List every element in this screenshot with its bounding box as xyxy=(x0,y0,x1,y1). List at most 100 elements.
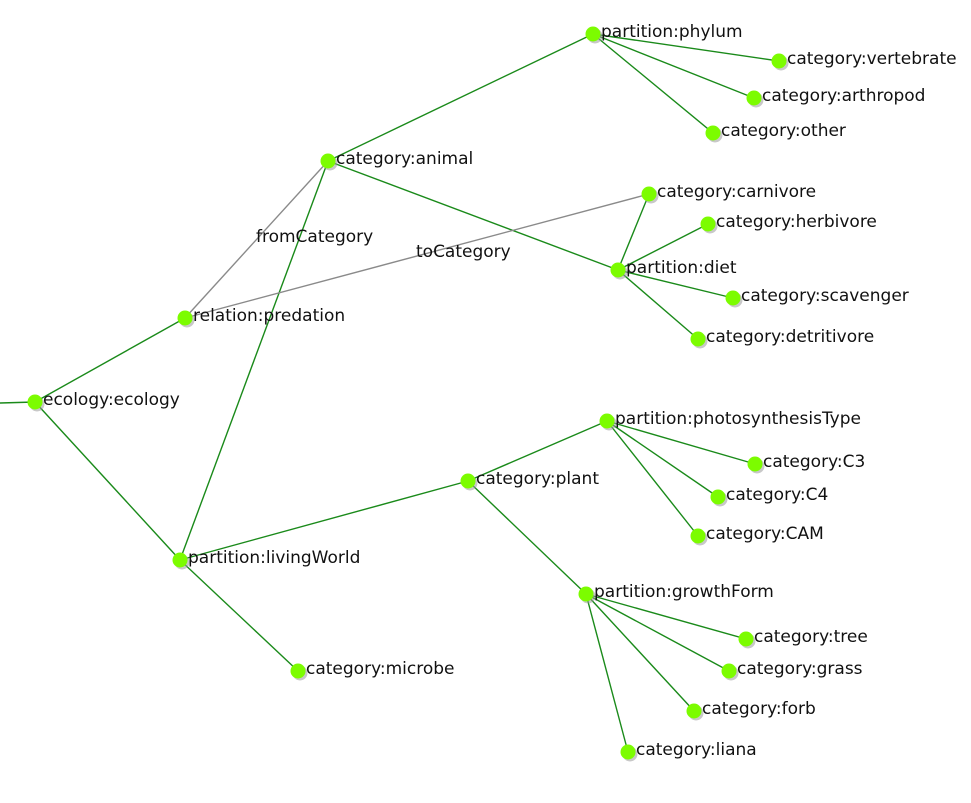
node-dot[interactable] xyxy=(700,216,716,232)
node-growthForm[interactable]: partition:growthForm xyxy=(578,582,774,604)
node-dot[interactable] xyxy=(460,473,476,489)
node-dot[interactable] xyxy=(710,489,726,505)
edge-growthForm-to-tree xyxy=(585,593,747,640)
node-dot[interactable] xyxy=(320,153,336,169)
node-tree[interactable]: category:tree xyxy=(738,627,868,649)
node-dot[interactable] xyxy=(725,290,741,306)
node-dot[interactable] xyxy=(578,586,594,602)
edge-predation-to-animal xyxy=(184,160,329,319)
node-plant[interactable]: category:plant xyxy=(460,469,600,491)
edge-growthForm-to-forb xyxy=(585,593,695,712)
node-dot[interactable] xyxy=(738,631,754,647)
node-animal[interactable]: category:animal xyxy=(320,149,474,171)
node-scavenger[interactable]: category:scavenger xyxy=(725,286,909,308)
edge-plant-to-photosynthesisType xyxy=(467,420,608,482)
edge-animal-to-diet xyxy=(327,160,619,271)
node-grass[interactable]: category:grass xyxy=(721,659,863,681)
node-diet[interactable]: partition:diet xyxy=(610,258,737,280)
node-label: category:vertebrate xyxy=(787,49,957,69)
node-label: category:microbe xyxy=(306,659,455,679)
edge-animal-to-phylum xyxy=(327,33,594,162)
node-microbe[interactable]: category:microbe xyxy=(290,659,455,681)
edge-label-toCategory: toCategory xyxy=(416,242,511,262)
node-label: category:CAM xyxy=(706,524,824,544)
edge-growthForm-to-liana xyxy=(585,593,629,753)
node-dot[interactable] xyxy=(705,125,721,141)
edge-labels-layer: fromCategory toCategory xyxy=(256,227,511,262)
node-other[interactable]: category:other xyxy=(705,121,846,143)
node-dot[interactable] xyxy=(747,456,763,472)
edge-livingWorld-to-plant xyxy=(179,480,469,561)
node-label: category:plant xyxy=(476,469,599,489)
node-dot[interactable] xyxy=(620,744,636,760)
edge-diet-to-detritivore xyxy=(617,269,699,340)
edge-predation-to-carnivore xyxy=(184,193,650,319)
node-dot[interactable] xyxy=(721,663,737,679)
node-c3[interactable]: category:C3 xyxy=(747,452,866,474)
node-dot[interactable] xyxy=(290,663,306,679)
node-livingWorld[interactable]: partition:livingWorld xyxy=(172,548,361,570)
node-label: category:grass xyxy=(737,659,863,679)
edge-phylum-to-arthropod xyxy=(592,33,755,99)
node-dot[interactable] xyxy=(599,413,615,429)
edge-diet-to-herbivore xyxy=(617,223,709,271)
node-dot[interactable] xyxy=(27,394,43,410)
node-dot[interactable] xyxy=(746,90,762,106)
node-dot[interactable] xyxy=(690,528,706,544)
edge-diet-to-scavenger xyxy=(617,269,734,299)
node-label: partition:livingWorld xyxy=(188,548,360,568)
node-photosynthesisType[interactable]: partition:photosynthesisType xyxy=(599,409,862,431)
node-label: category:liana xyxy=(636,740,757,760)
edge-photosynthesisType-to-c3 xyxy=(606,420,756,465)
node-dot[interactable] xyxy=(172,552,188,568)
edge-phylum-to-vertebrate xyxy=(592,33,780,62)
node-c4[interactable]: category:C4 xyxy=(710,485,829,507)
edge-ecology-to-predation xyxy=(34,317,186,403)
node-label: partition:growthForm xyxy=(594,582,774,602)
edge-label-fromCategory: fromCategory xyxy=(256,227,373,247)
node-vertebrate[interactable]: category:vertebrate xyxy=(771,49,957,71)
node-label: partition:phylum xyxy=(601,22,743,42)
edges-layer xyxy=(0,33,780,753)
node-dot[interactable] xyxy=(610,262,626,278)
nodes-layer: ecology:ecology relation:predation partiti… xyxy=(27,22,957,762)
node-liana[interactable]: category:liana xyxy=(620,740,757,762)
node-label: category:C3 xyxy=(763,452,865,472)
node-carnivore[interactable]: category:carnivore xyxy=(641,182,817,204)
node-label: category:herbivore xyxy=(716,212,877,232)
node-predation[interactable]: relation:predation xyxy=(177,306,346,328)
node-label: category:other xyxy=(721,121,846,141)
node-forb[interactable]: category:forb xyxy=(686,699,816,721)
node-herbivore[interactable]: category:herbivore xyxy=(700,212,877,234)
edge-growthForm-to-grass xyxy=(585,593,730,672)
edge-photosynthesisType-to-cam xyxy=(606,420,699,537)
edge-diet-to-carnivore xyxy=(617,193,650,271)
node-detritivore[interactable]: category:detritivore xyxy=(690,327,875,349)
node-dot[interactable] xyxy=(686,703,702,719)
node-dot[interactable] xyxy=(585,26,601,42)
node-ecology[interactable]: ecology:ecology xyxy=(27,390,180,412)
node-arthropod[interactable]: category:arthropod xyxy=(746,86,926,108)
node-label: category:carnivore xyxy=(657,182,816,202)
node-dot[interactable] xyxy=(771,53,787,69)
node-phylum[interactable]: partition:phylum xyxy=(585,22,743,44)
edge-livingWorld-to-microbe xyxy=(179,559,299,672)
node-cam[interactable]: category:CAM xyxy=(690,524,824,546)
node-label: category:scavenger xyxy=(741,286,909,306)
edge-photosynthesisType-to-c4 xyxy=(606,420,719,498)
node-label: relation:predation xyxy=(193,306,345,326)
node-label: category:C4 xyxy=(726,485,828,505)
node-label: partition:photosynthesisType xyxy=(615,409,861,429)
node-label: category:arthropod xyxy=(762,86,925,106)
node-dot[interactable] xyxy=(177,310,193,326)
node-label: category:forb xyxy=(702,699,816,719)
node-dot[interactable] xyxy=(641,186,657,202)
node-dot[interactable] xyxy=(690,331,706,347)
edge-livingWorld-to-animal xyxy=(179,160,329,561)
edge-phylum-to-other xyxy=(592,33,714,134)
node-label: partition:diet xyxy=(626,258,737,278)
edge-plant-to-growthForm xyxy=(467,480,587,595)
node-label: category:tree xyxy=(754,627,868,647)
node-label: ecology:ecology xyxy=(43,390,180,410)
